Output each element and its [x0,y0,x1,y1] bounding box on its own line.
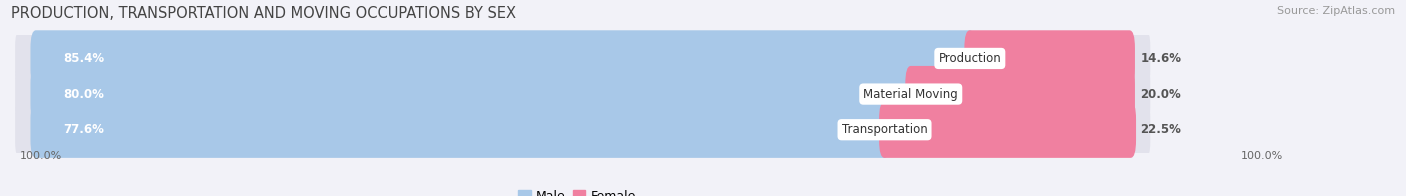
Text: 14.6%: 14.6% [1140,52,1181,65]
FancyBboxPatch shape [31,102,890,158]
Text: 100.0%: 100.0% [1240,151,1282,161]
Legend: Male, Female: Male, Female [513,185,641,196]
FancyBboxPatch shape [15,31,1150,85]
Text: 77.6%: 77.6% [63,123,104,136]
FancyBboxPatch shape [15,67,1150,121]
Text: PRODUCTION, TRANSPORTATION AND MOVING OCCUPATIONS BY SEX: PRODUCTION, TRANSPORTATION AND MOVING OC… [11,6,516,21]
FancyBboxPatch shape [879,102,1136,158]
Text: 100.0%: 100.0% [20,151,62,161]
Text: 80.0%: 80.0% [63,88,104,101]
Text: Source: ZipAtlas.com: Source: ZipAtlas.com [1277,6,1395,16]
FancyBboxPatch shape [31,30,976,87]
FancyBboxPatch shape [965,30,1135,87]
FancyBboxPatch shape [905,66,1135,122]
FancyBboxPatch shape [15,103,1150,157]
Text: 22.5%: 22.5% [1140,123,1181,136]
Text: 85.4%: 85.4% [63,52,104,65]
FancyBboxPatch shape [31,66,917,122]
Text: Transportation: Transportation [842,123,928,136]
Text: Material Moving: Material Moving [863,88,957,101]
Text: 20.0%: 20.0% [1140,88,1181,101]
Text: Production: Production [938,52,1001,65]
